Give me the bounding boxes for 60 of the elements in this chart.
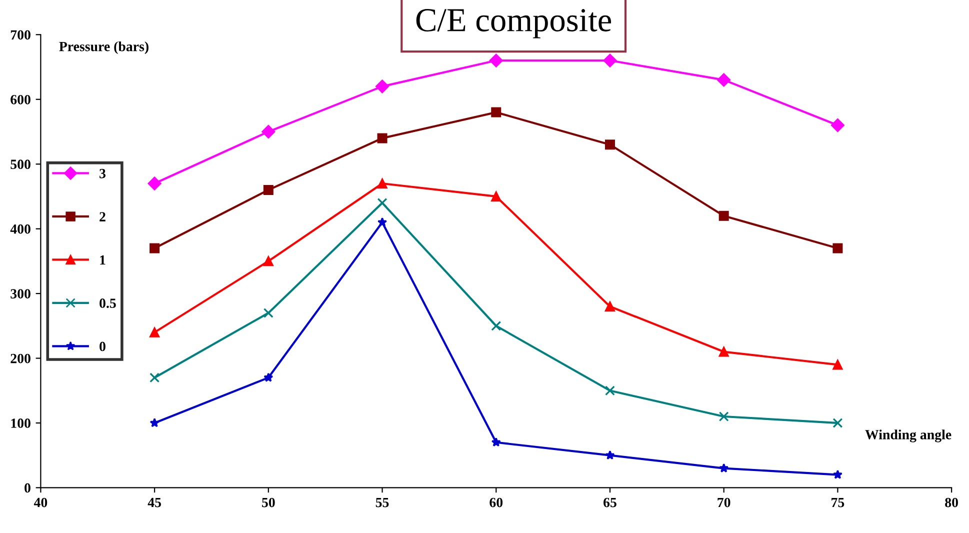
y-tick-label: 200 bbox=[10, 354, 30, 364]
point bbox=[491, 107, 502, 118]
point bbox=[491, 320, 502, 331]
point bbox=[150, 418, 160, 428]
y-tick-label: 0 bbox=[24, 483, 30, 493]
point bbox=[718, 412, 729, 422]
point bbox=[491, 437, 501, 447]
point bbox=[150, 243, 160, 254]
point bbox=[605, 450, 615, 460]
x-axis-title: Winding angle bbox=[865, 430, 952, 442]
y-tick-label: 600 bbox=[10, 94, 30, 104]
point bbox=[603, 54, 617, 68]
point bbox=[377, 198, 388, 208]
y-tick-label: 700 bbox=[10, 30, 30, 40]
point bbox=[377, 178, 388, 189]
point bbox=[150, 327, 160, 338]
x-tick-label: 45 bbox=[148, 498, 161, 508]
y-tick-label: 300 bbox=[10, 289, 30, 298]
point bbox=[377, 217, 388, 227]
point bbox=[376, 80, 389, 94]
legend-label: 1 bbox=[100, 255, 106, 265]
point bbox=[718, 346, 729, 357]
point bbox=[717, 73, 731, 87]
point bbox=[489, 54, 503, 68]
legend-label: 0 bbox=[100, 342, 106, 352]
point bbox=[604, 301, 615, 312]
x-tick-label: 40 bbox=[34, 498, 48, 508]
point bbox=[832, 418, 843, 428]
point bbox=[604, 140, 615, 150]
point bbox=[491, 191, 502, 202]
point bbox=[148, 176, 162, 190]
x-tick-label: 60 bbox=[490, 498, 503, 508]
point bbox=[150, 372, 160, 383]
x-tick-label: 65 bbox=[604, 498, 616, 508]
point bbox=[377, 133, 388, 144]
point bbox=[832, 470, 842, 479]
y-tick-label: 400 bbox=[10, 224, 30, 234]
point bbox=[832, 243, 843, 254]
legend-label: 0.5 bbox=[100, 298, 116, 308]
y-tick-label: 500 bbox=[10, 160, 30, 170]
point bbox=[718, 210, 729, 221]
point bbox=[719, 463, 729, 472]
y-tick-label: 100 bbox=[11, 418, 30, 428]
x-tick-label: 80 bbox=[945, 498, 958, 508]
x-tick-label: 50 bbox=[262, 498, 275, 508]
point bbox=[262, 125, 276, 138]
point bbox=[604, 386, 615, 396]
point bbox=[263, 308, 274, 318]
point bbox=[264, 372, 274, 382]
point bbox=[263, 184, 274, 195]
x-tick-label: 55 bbox=[376, 498, 389, 508]
chart-title: C/E composite bbox=[416, 9, 612, 38]
point bbox=[832, 360, 843, 370]
y-axis-title: Pressure (bars) bbox=[59, 41, 148, 54]
x-tick-label: 75 bbox=[832, 498, 844, 508]
point bbox=[263, 256, 274, 266]
legend-label: 3 bbox=[100, 168, 106, 178]
legend-label: 2 bbox=[100, 212, 106, 222]
x-tick-label: 70 bbox=[718, 498, 730, 508]
point bbox=[830, 118, 844, 132]
